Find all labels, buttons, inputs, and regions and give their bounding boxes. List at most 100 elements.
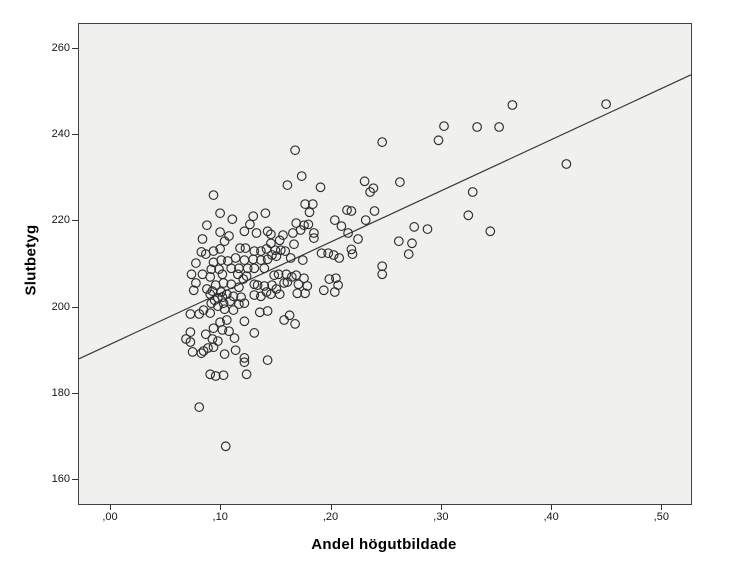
- data-point: [463, 210, 474, 221]
- data-point: [328, 250, 339, 260]
- x-tick-mark: [330, 504, 332, 510]
- data-point: [254, 307, 265, 318]
- data-point: [241, 369, 252, 380]
- data-point: [266, 229, 276, 240]
- data-point: [329, 287, 340, 297]
- data-point: [220, 441, 231, 452]
- data-point: [343, 228, 353, 238]
- data-point: [329, 215, 340, 225]
- data-point: [331, 273, 341, 284]
- y-tick-mark: [72, 220, 78, 222]
- data-point: [235, 243, 245, 253]
- data-point: [290, 319, 300, 329]
- data-point: [289, 239, 299, 250]
- y-tick-mark: [72, 48, 78, 49]
- data-point: [194, 402, 205, 412]
- data-point: [248, 211, 259, 222]
- data-point: [422, 224, 433, 234]
- data-point: [271, 251, 282, 262]
- data-point: [232, 269, 243, 280]
- x-axis-title: Andel högutbildade: [311, 536, 457, 553]
- data-point: [409, 222, 420, 232]
- data-point: [208, 342, 219, 353]
- data-point: [300, 288, 310, 299]
- data-point: [242, 263, 253, 274]
- data-point: [269, 270, 280, 281]
- x-tick-mark: [110, 504, 111, 510]
- data-point: [214, 264, 224, 275]
- x-tick-label: ,30: [433, 511, 449, 523]
- data-point: [324, 274, 335, 284]
- data-point: [200, 329, 211, 340]
- data-point: [296, 171, 307, 181]
- data-point: [208, 323, 219, 334]
- data-point: [342, 205, 352, 215]
- data-point: [295, 225, 306, 235]
- data-point: [316, 248, 327, 259]
- data-point: [281, 269, 292, 280]
- data-point: [249, 290, 260, 300]
- data-point: [271, 284, 282, 294]
- data-point: [360, 215, 371, 225]
- data-point: [262, 226, 273, 237]
- data-point: [240, 243, 251, 253]
- data-point: [304, 207, 315, 218]
- data-point: [187, 347, 198, 357]
- data-point: [210, 280, 221, 290]
- data-point: [297, 255, 308, 265]
- data-point: [377, 269, 388, 280]
- data-point: [299, 220, 309, 231]
- y-tick-label: 200: [51, 300, 70, 313]
- data-point: [229, 333, 240, 343]
- data-point: [239, 298, 250, 309]
- data-point: [303, 219, 314, 230]
- data-point: [224, 326, 234, 337]
- y-axis-title: Slutbetyg: [22, 224, 40, 296]
- data-point: [336, 221, 347, 231]
- data-point: [261, 287, 272, 297]
- data-point: [238, 274, 249, 284]
- data-point: [218, 298, 229, 309]
- data-point: [439, 121, 449, 131]
- data-point: [191, 278, 201, 288]
- data-point: [267, 250, 277, 260]
- data-point: [284, 310, 295, 321]
- data-point: [245, 219, 255, 230]
- data-point: [239, 316, 250, 327]
- data-point: [293, 279, 304, 290]
- data-point: [377, 137, 388, 147]
- data-point: [359, 176, 370, 187]
- data-point: [353, 234, 363, 244]
- y-tick-mark: [72, 392, 78, 394]
- data-point: [274, 289, 285, 300]
- data-point: [239, 226, 250, 237]
- data-point: [249, 263, 260, 274]
- data-point: [218, 370, 229, 381]
- data-point: [228, 291, 239, 302]
- data-point: [403, 249, 414, 259]
- data-point: [215, 227, 225, 237]
- data-point: [239, 357, 250, 368]
- data-point: [239, 255, 250, 265]
- data-point: [217, 325, 228, 335]
- data-point: [315, 182, 326, 193]
- data-point: [494, 122, 504, 132]
- x-tick-label: ,00: [102, 511, 118, 523]
- data-point: [213, 301, 223, 312]
- data-point: [347, 249, 358, 259]
- data-point: [279, 315, 289, 325]
- data-point: [219, 236, 230, 247]
- data-point: [393, 236, 404, 247]
- data-point: [280, 246, 291, 256]
- data-point: [318, 285, 329, 296]
- data-point: [262, 355, 273, 365]
- data-point: [215, 244, 225, 254]
- data-point: [208, 246, 219, 256]
- data-point: [290, 145, 300, 156]
- data-point: [219, 349, 230, 359]
- data-point: [230, 253, 241, 263]
- plot-area: [78, 23, 692, 505]
- data-point: [234, 299, 244, 309]
- data-point: [208, 190, 219, 200]
- y-tick-mark: [72, 134, 78, 136]
